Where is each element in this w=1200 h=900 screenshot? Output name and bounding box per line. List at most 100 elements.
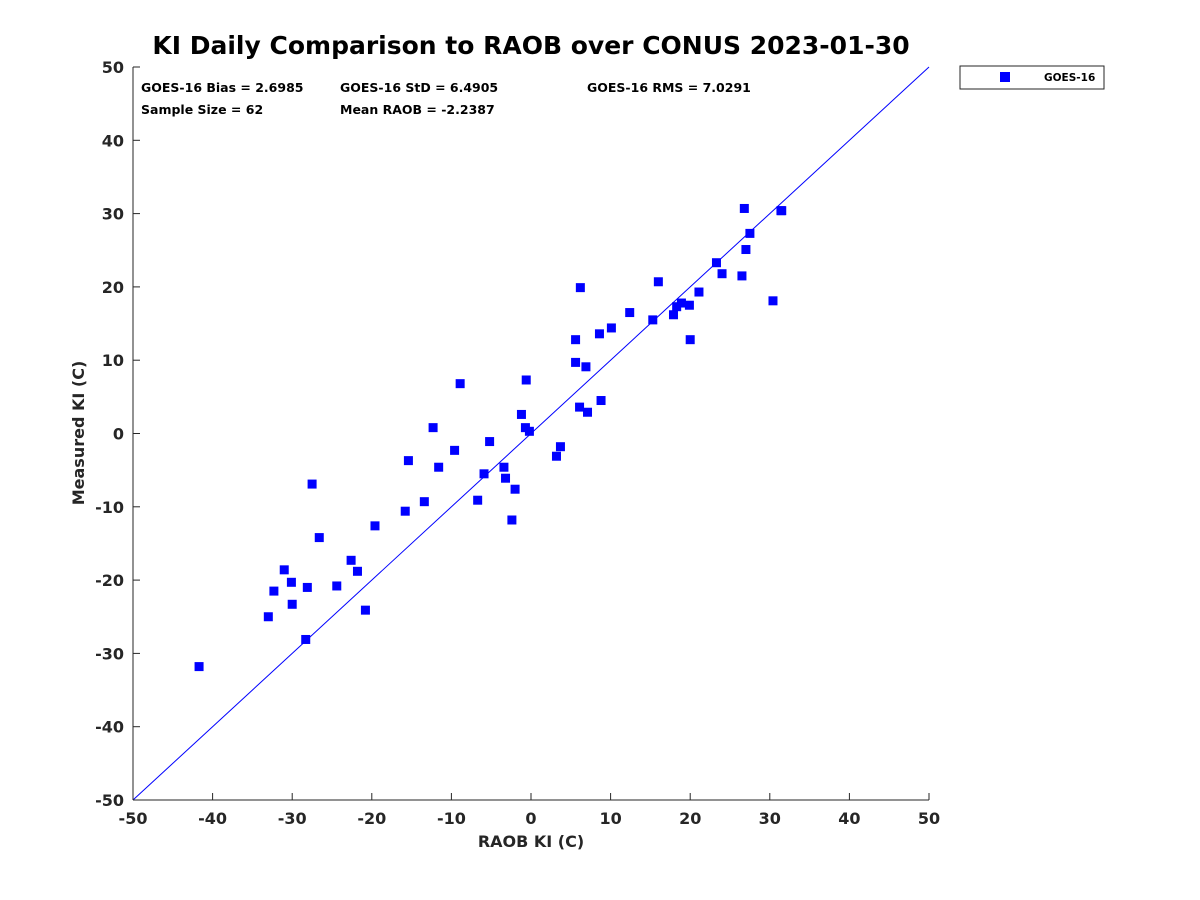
data-point (676, 298, 686, 308)
data-point (648, 315, 658, 325)
y-tick-label: -20 (95, 571, 124, 590)
data-point (346, 555, 356, 565)
stat-sample-size: Sample Size = 62 (141, 102, 263, 117)
x-tick-label: -40 (198, 809, 227, 828)
y-tick-label: -50 (95, 791, 124, 810)
x-tick-label: -50 (119, 809, 148, 828)
data-point (332, 581, 342, 591)
y-tick-label: -40 (95, 718, 124, 737)
data-point (400, 506, 410, 516)
data-point (501, 473, 511, 483)
data-point (485, 437, 495, 447)
data-point (473, 495, 483, 505)
data-point (694, 287, 704, 297)
chart-title: KI Daily Comparison to RAOB over CONUS 2… (152, 31, 909, 60)
data-point (551, 451, 561, 461)
x-tick-label: -10 (437, 809, 466, 828)
x-tick-label: 10 (599, 809, 621, 828)
data-point (194, 662, 204, 672)
data-point (606, 323, 616, 333)
data-point (301, 634, 311, 644)
data-point (583, 407, 593, 417)
data-point (653, 277, 663, 287)
data-point (314, 533, 324, 543)
stat-std: GOES-16 StD = 6.4905 (340, 80, 498, 95)
data-point (287, 599, 297, 609)
plot-area: -50 -40 -30 -20 -10 0 10 20 30 40 50 50 40 30 20 10 0 -1… (95, 58, 940, 828)
data-point (450, 445, 460, 455)
data-point (555, 442, 565, 452)
legend: GOES-16 (959, 65, 1105, 90)
data-point (352, 566, 362, 576)
x-tick-label: -20 (357, 809, 386, 828)
data-point (524, 426, 534, 436)
data-point (625, 308, 635, 318)
data-point (745, 228, 755, 238)
data-point (479, 469, 489, 479)
stats-annotations: GOES-16 Bias = 2.6985 GOES-16 StD = 6.49… (141, 80, 751, 117)
legend-marker-goes16 (1000, 72, 1010, 82)
data-point (571, 357, 581, 367)
x-axis-label: RAOB KI (C) (478, 832, 584, 851)
data-markers (194, 203, 787, 672)
data-point (419, 497, 429, 507)
data-point (741, 245, 751, 255)
data-point (596, 396, 606, 406)
y-tick-label: -10 (95, 498, 124, 517)
stat-mean-raob: Mean RAOB = -2.2387 (340, 102, 495, 117)
data-point (739, 203, 749, 213)
data-point (510, 484, 520, 494)
y-axis-ticks: 50 40 30 20 10 0 -10 -20 -30 -40 -50 (95, 58, 140, 810)
data-point (286, 577, 296, 587)
y-tick-label: 0 (113, 425, 124, 444)
data-point (737, 271, 747, 281)
data-point (499, 462, 509, 472)
x-tick-label: 50 (918, 809, 940, 828)
x-tick-label: 40 (838, 809, 860, 828)
y-tick-label: 30 (102, 205, 124, 224)
data-point (403, 456, 413, 466)
legend-label-goes16: GOES-16 (1044, 72, 1095, 84)
x-tick-label: 30 (759, 809, 781, 828)
y-axis-label: Measured KI (C) (69, 361, 88, 506)
data-point (521, 375, 531, 385)
y-tick-label: 10 (102, 351, 124, 370)
data-point (684, 300, 694, 310)
x-tick-label: -30 (278, 809, 307, 828)
data-point (575, 402, 585, 412)
data-point (279, 565, 289, 575)
data-point (263, 612, 273, 622)
data-point (269, 586, 279, 596)
data-point (672, 302, 682, 312)
data-point (571, 335, 581, 345)
data-point (575, 283, 585, 293)
data-point (685, 335, 695, 345)
data-point (777, 206, 787, 216)
x-axis-ticks: -50 -40 -30 -20 -10 0 10 20 30 40 50 (119, 793, 940, 828)
data-point (668, 310, 678, 320)
data-point (428, 423, 438, 433)
y-tick-label: 50 (102, 58, 124, 77)
data-point (455, 379, 465, 389)
x-tick-label: 0 (525, 809, 536, 828)
data-point (507, 515, 517, 525)
identity-reference-line (132, 66, 930, 801)
data-point (434, 462, 444, 472)
x-tick-label: 20 (679, 809, 701, 828)
data-point (581, 362, 591, 372)
data-point (360, 605, 370, 615)
stat-rms: GOES-16 RMS = 7.0291 (587, 80, 751, 95)
data-point (717, 269, 727, 279)
data-point (307, 479, 317, 489)
y-tick-label: 40 (102, 131, 124, 150)
data-point (768, 296, 778, 306)
stat-bias: GOES-16 Bias = 2.6985 (141, 80, 303, 95)
y-tick-label: 20 (102, 278, 124, 297)
data-point (516, 409, 526, 419)
y-tick-label: -30 (95, 644, 124, 663)
data-point (594, 329, 604, 339)
legend-box (959, 65, 1105, 90)
data-point (370, 521, 380, 531)
data-point (302, 582, 312, 592)
